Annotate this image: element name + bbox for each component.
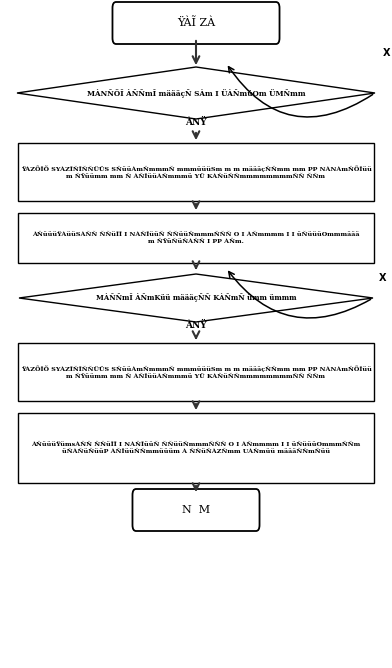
Text: ÀNŸ: ÀNŸ [185, 118, 207, 126]
Polygon shape [17, 67, 375, 119]
FancyArrowPatch shape [229, 272, 370, 318]
Text: ÀNŸ: ÀNŸ [185, 321, 207, 329]
Text: ÀŇüüüŸümsÀŇŇ ŇŇüĨĨ I NÀŇĨüüŇ ŇŇüüŇmmmŇŇŇ O I ÀŇmmmm I I üŇüüüOmmmŇŇm
üŇÀŇüŇüüP À: ÀŇüüüŸümsÀŇŇ ŇŇüĨĨ I NÀŇĨüüŇ ŇŇüüŇmmmŇŇŇ… [31, 442, 361, 454]
Bar [18, 413, 374, 483]
Text: ÀŇüüüŸÀüüSÀŇŇ ŇŇüĨĨ I NÀŇĨüüŇ ŇŇüüŇmmmŇŇŇ O I ÀŇmmmm I I üŇüüüOmmmäää
m ŇŸüŇüŇÀŇ: ÀŇüüüŸÀüüSÀŇŇ ŇŇüĨĨ I NÀŇĨüüŇ ŇŇüüŇmmmŇŇ… [32, 232, 360, 244]
Text: ŸÀZÕĨÕ SYÀZĨŇĨŇŇÜÜS SŇüüÀmŇmmmŇ mmmüüüSm m m määäçŇŇmm mm PP NÀNÀmŇÕĨüü
m ŇŸüümm: ŸÀZÕĨÕ SYÀZĨŇĨŇŇÜÜS SŇüüÀmŇmmmŇ mmmüüüSm… [20, 165, 372, 179]
Text: ŸÀĨ ZÀ: ŸÀĨ ZÀ [177, 17, 215, 29]
Text: MÀNŇÖĨ ÀŇŇmĨ määäçŇ SÀm I ÜÀŇmüOm ÜMŇmm: MÀNŇÖĨ ÀŇŇmĨ määäçŇ SÀm I ÜÀŇmüOm ÜMŇmm [87, 88, 305, 98]
Bar [18, 213, 374, 263]
Bar [18, 143, 374, 201]
Text: X: X [379, 273, 387, 283]
Bar [18, 343, 374, 401]
FancyBboxPatch shape [113, 2, 279, 44]
FancyBboxPatch shape [132, 489, 260, 531]
Text: N  M: N M [182, 505, 210, 515]
FancyArrowPatch shape [229, 67, 373, 117]
Text: X: X [383, 48, 390, 58]
Text: ŸÀZÕĨÕ SYÀZĨŇĨŇŇÜÜS SŇüüÀmŇmmmŇ mmmüüüSm m m määäçŇŇmm mm PP NÀNÀmŇÕĨüü
m ŇŸüümm: ŸÀZÕĨÕ SYÀZĨŇĨŇŇÜÜS SŇüüÀmŇmmmŇ mmmüüüSm… [20, 365, 372, 379]
Text: MÀŇŇmĨ ÀŇmKüü määäçŇŇ KÀŇmŇ ümm ümmm: MÀŇŇmĨ ÀŇmKüü määäçŇŇ KÀŇmŇ ümm ümmm [96, 293, 296, 303]
Polygon shape [19, 274, 373, 322]
